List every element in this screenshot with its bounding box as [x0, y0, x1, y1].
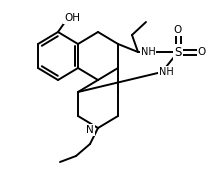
Text: NH: NH [159, 67, 173, 77]
Text: S: S [174, 46, 182, 58]
Text: N: N [86, 125, 94, 135]
Text: NH: NH [141, 47, 155, 57]
Text: OH: OH [64, 13, 80, 23]
Text: O: O [174, 25, 182, 35]
Text: O: O [198, 47, 206, 57]
